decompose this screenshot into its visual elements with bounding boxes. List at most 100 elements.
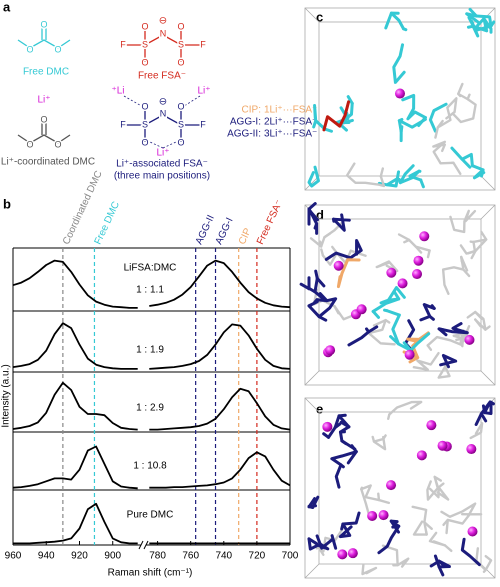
li-atom [356, 304, 367, 315]
bond [17, 134, 71, 144]
caption: Free FSA⁻ [138, 71, 186, 82]
li-atom [467, 526, 478, 537]
spectrum [12, 259, 138, 309]
li-dmc: O O O Li⁺-coordinated DMC [1, 113, 95, 168]
position-text: 1Li⁺···FSA⁻ [264, 105, 317, 116]
molecule [474, 310, 487, 331]
x-tick-label: 760 [182, 551, 199, 562]
reference-label: Free DMC [93, 200, 122, 246]
snapshot [304, 7, 496, 191]
molecule [428, 486, 450, 501]
molecule [332, 213, 351, 232]
li-bond [123, 95, 146, 109]
molecule [465, 12, 493, 32]
atom: F [120, 39, 126, 49]
x-tick-label: 740 [215, 551, 232, 562]
li-atom [419, 231, 430, 242]
reference-label: CIP [237, 226, 254, 246]
atom: F [200, 119, 206, 129]
molecule [347, 325, 379, 347]
molecule [470, 17, 493, 38]
series-label: 1 : 1.9 [136, 345, 164, 356]
li-ion: Li⁺ [37, 95, 50, 106]
atom: O [54, 44, 61, 54]
molecule [326, 414, 357, 451]
molecule [437, 364, 451, 379]
molecule [371, 286, 406, 313]
molecule [377, 519, 401, 555]
molecule [307, 276, 326, 294]
atom: O [177, 57, 184, 67]
li-atom [367, 510, 378, 521]
atom: O [54, 139, 61, 149]
charge: ⊖ [159, 16, 167, 27]
molecule [307, 537, 330, 551]
bond [17, 39, 71, 49]
caption: Li⁺-associated FSA⁻ [116, 159, 208, 170]
box-edge [318, 218, 482, 372]
li-atom [466, 444, 477, 455]
molecule [397, 117, 427, 143]
atom: O [141, 101, 148, 111]
li-atom [347, 548, 358, 559]
series-label: 1 : 2.9 [136, 403, 164, 414]
x-tick-label: 780 [149, 551, 166, 562]
molecule [313, 104, 327, 131]
free-fsa: F S N S F O O O O ⊖ Free FSA⁻ [119, 16, 208, 82]
atom: O [141, 137, 148, 147]
li-atom [464, 334, 475, 345]
li-atom [325, 345, 336, 356]
x-tick-label: 720 [249, 551, 266, 562]
molecule [321, 249, 367, 266]
molecule [469, 422, 484, 440]
atom: O [177, 101, 184, 111]
caption: Li⁺-coordinated DMC [1, 157, 95, 168]
molecule [432, 140, 462, 176]
li-atom [386, 267, 397, 278]
li-ion: ⁺Li [111, 86, 124, 97]
charge: ⊖ [159, 97, 167, 108]
molecule [450, 146, 486, 180]
li-fsa: F S N S F O O O O ⊖ Li⁺-associated FSA⁻ … [114, 95, 210, 182]
spectrum [12, 381, 138, 431]
series-label: 1 : 10.8 [133, 461, 167, 472]
panel-label: b [3, 196, 11, 211]
molecule [441, 255, 469, 295]
box-edge [304, 370, 320, 386]
molecule [307, 495, 320, 510]
spectrum [13, 502, 138, 545]
molecule [381, 544, 410, 568]
molecule [345, 162, 386, 188]
molecule [439, 353, 458, 369]
molecule [428, 102, 448, 133]
atom: O [141, 57, 148, 67]
bond [123, 34, 203, 46]
atom: F [200, 39, 206, 49]
position-text: 2Li⁺···FSA⁻ [264, 117, 317, 128]
molecule [475, 547, 493, 572]
molecule [324, 239, 363, 261]
molecule [388, 400, 423, 416]
molecule [429, 554, 451, 569]
molecule [401, 93, 427, 121]
li-ion: Li⁺ [156, 148, 169, 159]
spectrum [12, 322, 138, 370]
molecule [460, 537, 481, 567]
li-atom [386, 480, 397, 491]
box-edge [304, 7, 496, 191]
atom: O [26, 44, 33, 54]
box-edge [318, 411, 482, 565]
box-edge [480, 175, 496, 191]
li-atom [437, 440, 448, 451]
molecule [372, 435, 387, 451]
li-atom [416, 450, 427, 461]
molecule [322, 100, 351, 132]
spectrum [149, 387, 291, 431]
molecule [419, 303, 436, 322]
box-edge [480, 204, 496, 220]
molecule [474, 400, 493, 426]
spectrum [12, 445, 138, 490]
position-label: AGG-II: [227, 129, 261, 140]
panel-label: c [316, 9, 323, 24]
free-dmc: O O O Free DMC [17, 18, 71, 78]
